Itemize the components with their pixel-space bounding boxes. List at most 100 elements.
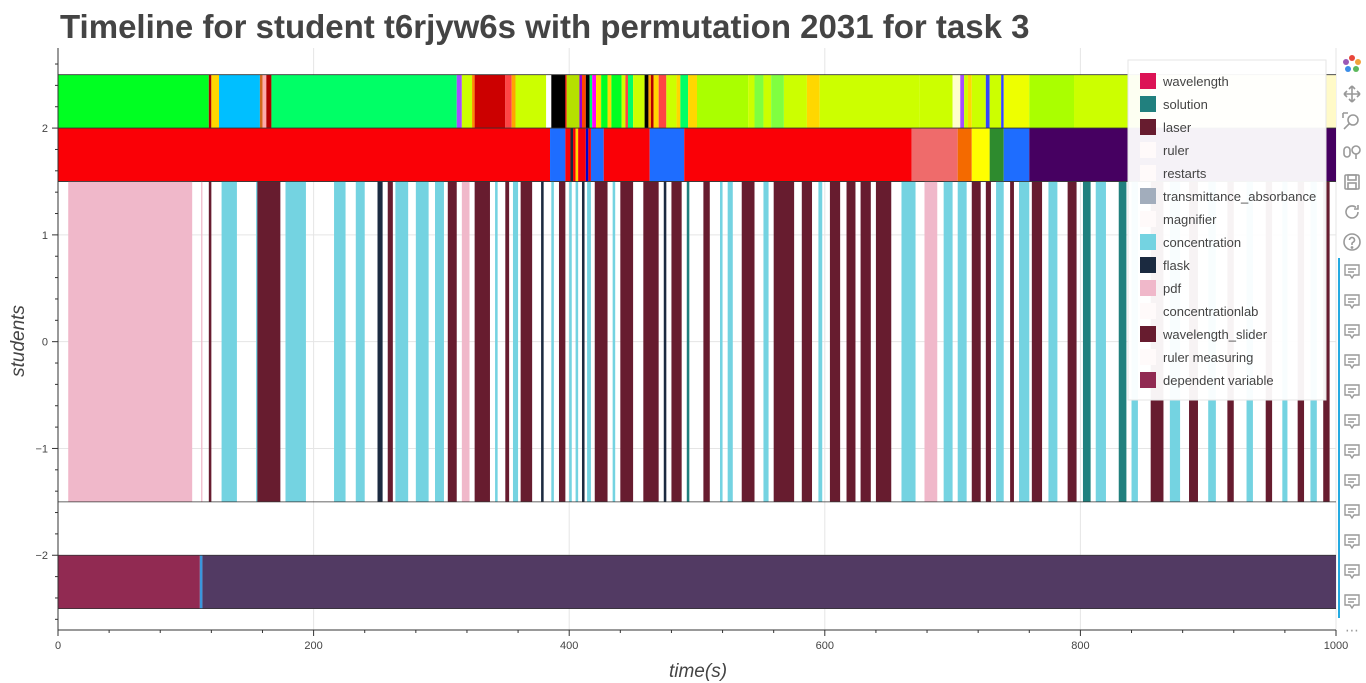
legend-swatch-6 xyxy=(1140,211,1156,227)
timeline-bar-row1-6 xyxy=(578,128,586,182)
hover-icon[interactable] xyxy=(1340,290,1364,314)
timeline-bar-row2-19 xyxy=(512,181,519,502)
legend-swatch-2 xyxy=(1140,119,1156,135)
timeline-bar-row2-57 xyxy=(1048,181,1058,502)
timeline-bar-row1-1 xyxy=(550,128,566,182)
legend-box xyxy=(1127,59,1327,401)
timeline-bar-row0-4 xyxy=(259,74,263,129)
legend-swatch-0 xyxy=(1140,73,1156,89)
y-tick-label-2: 0 xyxy=(42,337,48,349)
y-axis-label: students xyxy=(8,305,29,377)
timeline-bar-row2-59 xyxy=(1082,181,1091,502)
timeline-bar-row2-7 xyxy=(334,181,346,502)
timeline-bar-row2-37 xyxy=(727,181,733,502)
timeline-bar-row1-5 xyxy=(575,128,579,182)
hover-icon[interactable] xyxy=(1340,260,1364,284)
save-icon[interactable] xyxy=(1340,170,1364,194)
timeline-bar-row2-52 xyxy=(985,181,991,502)
timeline-bar-row2-11 xyxy=(395,181,409,502)
y-tick-label-4: 2 xyxy=(42,123,48,135)
timeline-bar-row0-16 xyxy=(551,74,566,129)
timeline-bar-row0-33 xyxy=(648,74,651,129)
timeline-bar-row2-10 xyxy=(387,181,393,502)
timeline-bar-row0-8 xyxy=(456,74,462,129)
timeline-bar-row0-42 xyxy=(748,74,755,129)
reset-icon[interactable] xyxy=(1340,200,1364,224)
legend-label-13: dependent variable xyxy=(1163,373,1274,388)
hover-icon[interactable] xyxy=(1340,530,1364,554)
box-zoom-icon[interactable] xyxy=(1340,110,1364,134)
legend-swatch-1 xyxy=(1140,96,1156,112)
hover-icon[interactable] xyxy=(1340,500,1364,524)
timeline-bar-row2-13 xyxy=(435,181,444,502)
timeline-bar-row2-48 xyxy=(924,181,938,502)
timeline-bar-row0-6 xyxy=(266,74,272,129)
legend-label-7: concentration xyxy=(1163,235,1241,250)
timeline-bar-row2-27 xyxy=(587,181,591,502)
timeline-bar-row2-50 xyxy=(957,181,967,502)
timeline-bar-row2-44 xyxy=(846,181,856,502)
x-tick-label-5: 1000 xyxy=(1324,640,1348,652)
timeline-bar-row0-44 xyxy=(763,74,772,129)
timeline-bar-row2-26 xyxy=(581,181,585,502)
timeline-bar-row2-6 xyxy=(285,181,306,502)
timeline-bar-row2-24 xyxy=(569,181,572,502)
legend-label-1: solution xyxy=(1163,97,1208,112)
timeline-bar-row0-51 xyxy=(960,74,965,129)
timeline-bar-row1-14 xyxy=(957,128,972,182)
legend-label-10: concentrationlab xyxy=(1163,304,1258,319)
hover-icon[interactable] xyxy=(1340,380,1364,404)
timeline-bar-row2-29 xyxy=(612,181,616,502)
timeline-bar-row2-25 xyxy=(575,181,579,502)
hover-icon[interactable] xyxy=(1340,470,1364,494)
timeline-bar-row0-27 xyxy=(611,74,622,129)
timeline-bar-row0-22 xyxy=(589,74,593,129)
timeline-bar-row2-30 xyxy=(620,181,634,502)
hover-icon[interactable] xyxy=(1340,410,1364,434)
legend-label-9: pdf xyxy=(1163,281,1181,296)
timeline-bar-row1-8 xyxy=(588,128,591,182)
timeline-bar-row2-4 xyxy=(256,181,259,502)
legend-label-2: laser xyxy=(1163,120,1192,135)
legend-swatch-8 xyxy=(1140,257,1156,273)
timeline-bar-row2-21 xyxy=(541,181,544,502)
pan-icon[interactable] xyxy=(1340,82,1364,106)
hover-icon[interactable] xyxy=(1340,560,1364,584)
timeline-bar-row2-3 xyxy=(221,181,237,502)
timeline-bar-row0-29 xyxy=(625,74,628,129)
timeline-bar-row0-31 xyxy=(633,74,645,129)
help-icon[interactable] xyxy=(1340,230,1364,254)
timeline-bar-row1-17 xyxy=(1003,128,1030,182)
timeline-bar-row2-31 xyxy=(643,181,659,502)
timeline-bar-row0-47 xyxy=(806,74,820,129)
timeline-bar-row2-49 xyxy=(943,181,953,502)
hover-icon[interactable] xyxy=(1340,350,1364,374)
more-tools-button[interactable]: ⋯ xyxy=(1345,621,1359,638)
hover-icon[interactable] xyxy=(1340,590,1364,614)
hover-icon[interactable] xyxy=(1340,320,1364,344)
timeline-bar-row2-60 xyxy=(1095,181,1106,502)
timeline-bar-row2-61 xyxy=(1118,181,1127,502)
timeline-bar-row0-41 xyxy=(697,74,749,129)
timeline-bar-row2-16 xyxy=(474,181,490,502)
timeline-bar-row0-57 xyxy=(1001,74,1004,129)
legend-label-11: wavelength_slider xyxy=(1162,327,1268,342)
y-tick-label-3: 1 xyxy=(42,230,48,242)
timeline-bar-row2-18 xyxy=(505,181,510,502)
timeline-bar-row2-1 xyxy=(201,181,203,502)
timeline-bar-row2-2 xyxy=(208,181,212,502)
axis-layer: 0 200 400 600 800 1000 −2 −1 0 1 2 xyxy=(35,48,1348,652)
timeline-bar-row0-35 xyxy=(653,74,659,129)
timeline-bar-row0-11 xyxy=(474,74,506,129)
timeline-bar-row0-25 xyxy=(601,74,608,129)
wheel-zoom-icon[interactable] xyxy=(1340,140,1364,164)
timeline-bar-row2-54 xyxy=(1010,181,1014,502)
x-tick-label-3: 600 xyxy=(816,640,834,652)
timeline-bar-row2-35 xyxy=(703,181,710,502)
hover-icon[interactable] xyxy=(1340,440,1364,464)
timeline-bar-row0-9 xyxy=(461,74,473,129)
timeline-bar-row0-23 xyxy=(592,74,597,129)
timeline-bar-row2-51 xyxy=(971,181,981,502)
timeline-bar-row0-12 xyxy=(505,74,512,129)
timeline-bar-row2-58 xyxy=(1067,181,1077,502)
